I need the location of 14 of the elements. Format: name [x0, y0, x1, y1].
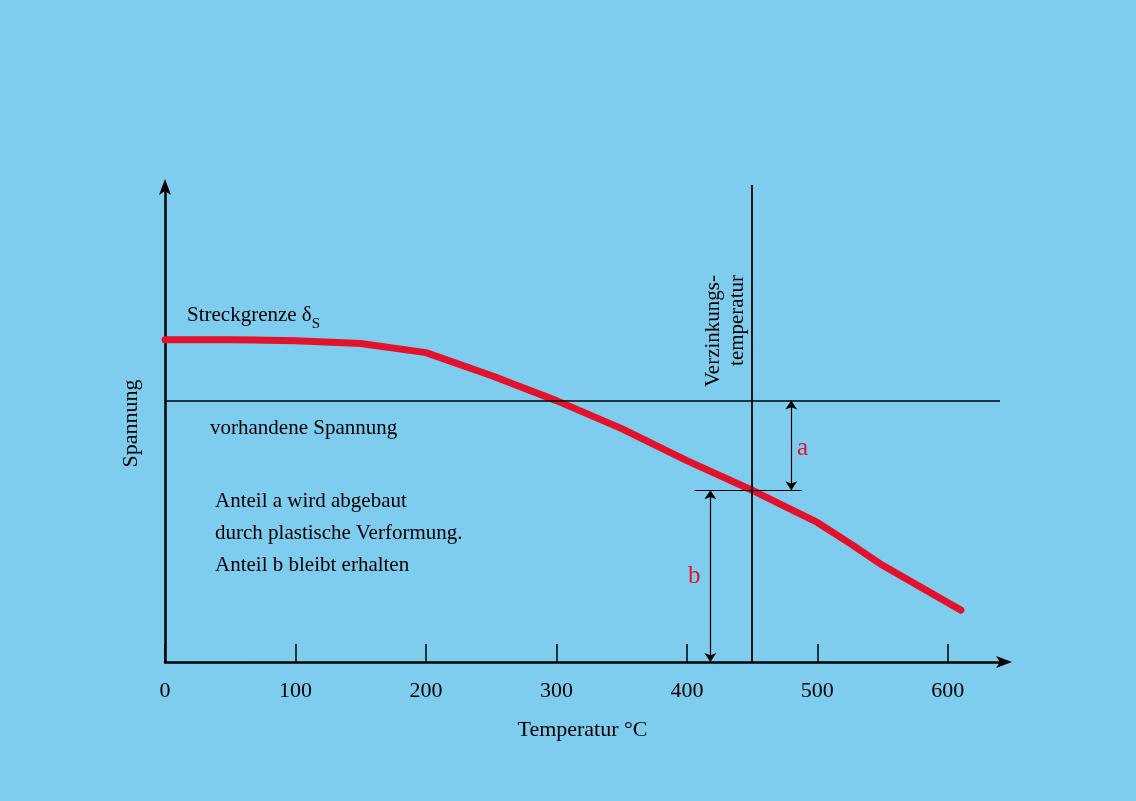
ref-line-label: vorhandene Spannung	[210, 415, 398, 440]
x-tick-label: 200	[409, 676, 443, 702]
y-axis-title: Spannung	[116, 379, 142, 468]
annotation: Anteil a wird abgebaut durch plastische Verformung. Anteil b bleibt erhalten	[215, 488, 463, 576]
x-tick-label: 300	[539, 676, 573, 702]
annotation: a	[797, 432, 809, 460]
x-tick-label: 100	[278, 676, 312, 702]
x-tick-label: 500	[800, 676, 834, 702]
x-tick-label: 400	[670, 676, 704, 702]
annotation: b	[688, 560, 701, 588]
x-tick-label: 0	[159, 676, 171, 702]
x-tick-label: 600	[931, 676, 965, 702]
x-axis-title: Temperatur °C	[517, 715, 648, 741]
ref-line-label: Verzinkungs- temperatur	[700, 274, 749, 387]
